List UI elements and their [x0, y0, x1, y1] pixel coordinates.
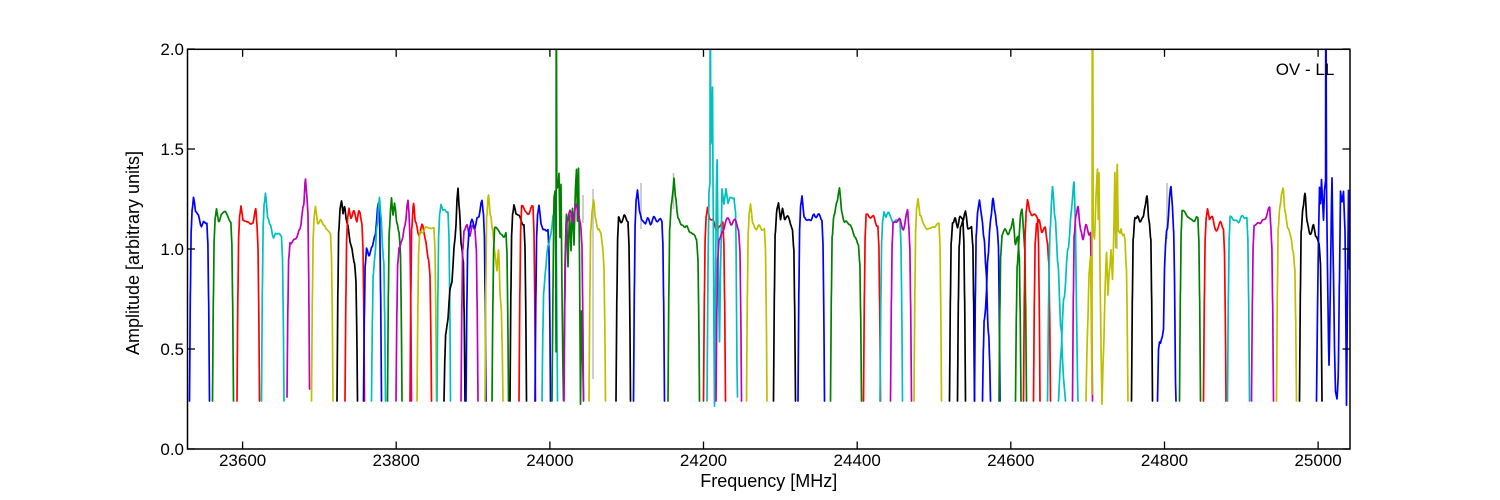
svg-text:24200: 24200 — [680, 451, 727, 470]
svg-text:24800: 24800 — [1141, 451, 1188, 470]
svg-text:1.0: 1.0 — [160, 240, 184, 259]
svg-text:1.5: 1.5 — [160, 140, 184, 159]
svg-text:0.0: 0.0 — [160, 440, 184, 459]
svg-text:23600: 23600 — [219, 451, 266, 470]
svg-text:24600: 24600 — [987, 451, 1034, 470]
svg-text:Frequency [MHz]: Frequency [MHz] — [700, 471, 837, 491]
svg-text:23800: 23800 — [373, 451, 420, 470]
svg-text:OV - LL: OV - LL — [1276, 60, 1335, 79]
svg-text:2.0: 2.0 — [160, 40, 184, 59]
svg-text:25000: 25000 — [1294, 451, 1341, 470]
svg-text:0.5: 0.5 — [160, 340, 184, 359]
svg-text:24400: 24400 — [834, 451, 881, 470]
svg-text:24000: 24000 — [526, 451, 573, 470]
svg-text:Amplitude [arbitrary units]: Amplitude [arbitrary units] — [123, 151, 143, 355]
